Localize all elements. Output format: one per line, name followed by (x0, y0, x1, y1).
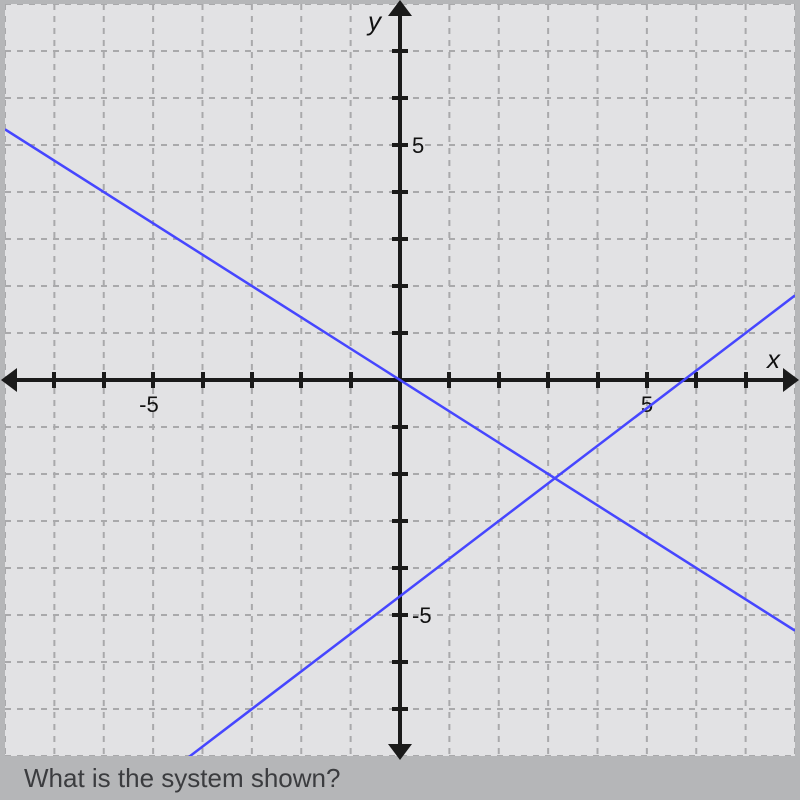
x-tick (546, 372, 550, 388)
y-tick (392, 284, 408, 288)
x-tick (201, 372, 205, 388)
y-tick-label: 5 (412, 133, 424, 159)
x-tick-label: 5 (641, 392, 653, 418)
y-tick (392, 519, 408, 523)
y-axis (398, 4, 402, 756)
coordinate-plane: -5 5 -5 5 x y (5, 4, 795, 756)
x-tick (447, 372, 451, 388)
caption-text: What is the system shown? (24, 763, 340, 794)
y-tick (392, 237, 408, 241)
x-axis-label: x (767, 344, 780, 375)
screenshot-wrapper: -5 5 -5 5 x y What is the system shown? (0, 0, 800, 800)
y-tick (392, 143, 408, 147)
y-tick (392, 425, 408, 429)
x-tick (349, 372, 353, 388)
x-tick (52, 372, 56, 388)
y-tick (392, 472, 408, 476)
y-tick (392, 331, 408, 335)
y-tick (392, 96, 408, 100)
x-tick (596, 372, 600, 388)
y-tick (392, 190, 408, 194)
axis-arrow-right (783, 368, 799, 392)
y-tick-label: -5 (412, 603, 432, 629)
x-tick (102, 372, 106, 388)
axis-arrow-up (388, 0, 412, 16)
y-tick (392, 707, 408, 711)
y-tick (392, 49, 408, 53)
x-tick (645, 372, 649, 388)
axis-arrow-down (388, 744, 412, 760)
y-tick (392, 660, 408, 664)
y-axis-label: y (368, 6, 381, 37)
x-tick (744, 372, 748, 388)
x-tick (694, 372, 698, 388)
axis-arrow-left (1, 368, 17, 392)
y-tick (392, 566, 408, 570)
y-tick (392, 613, 408, 617)
x-tick (250, 372, 254, 388)
x-tick (151, 372, 155, 388)
x-tick-label: -5 (139, 392, 159, 418)
x-tick (299, 372, 303, 388)
x-tick (497, 372, 501, 388)
